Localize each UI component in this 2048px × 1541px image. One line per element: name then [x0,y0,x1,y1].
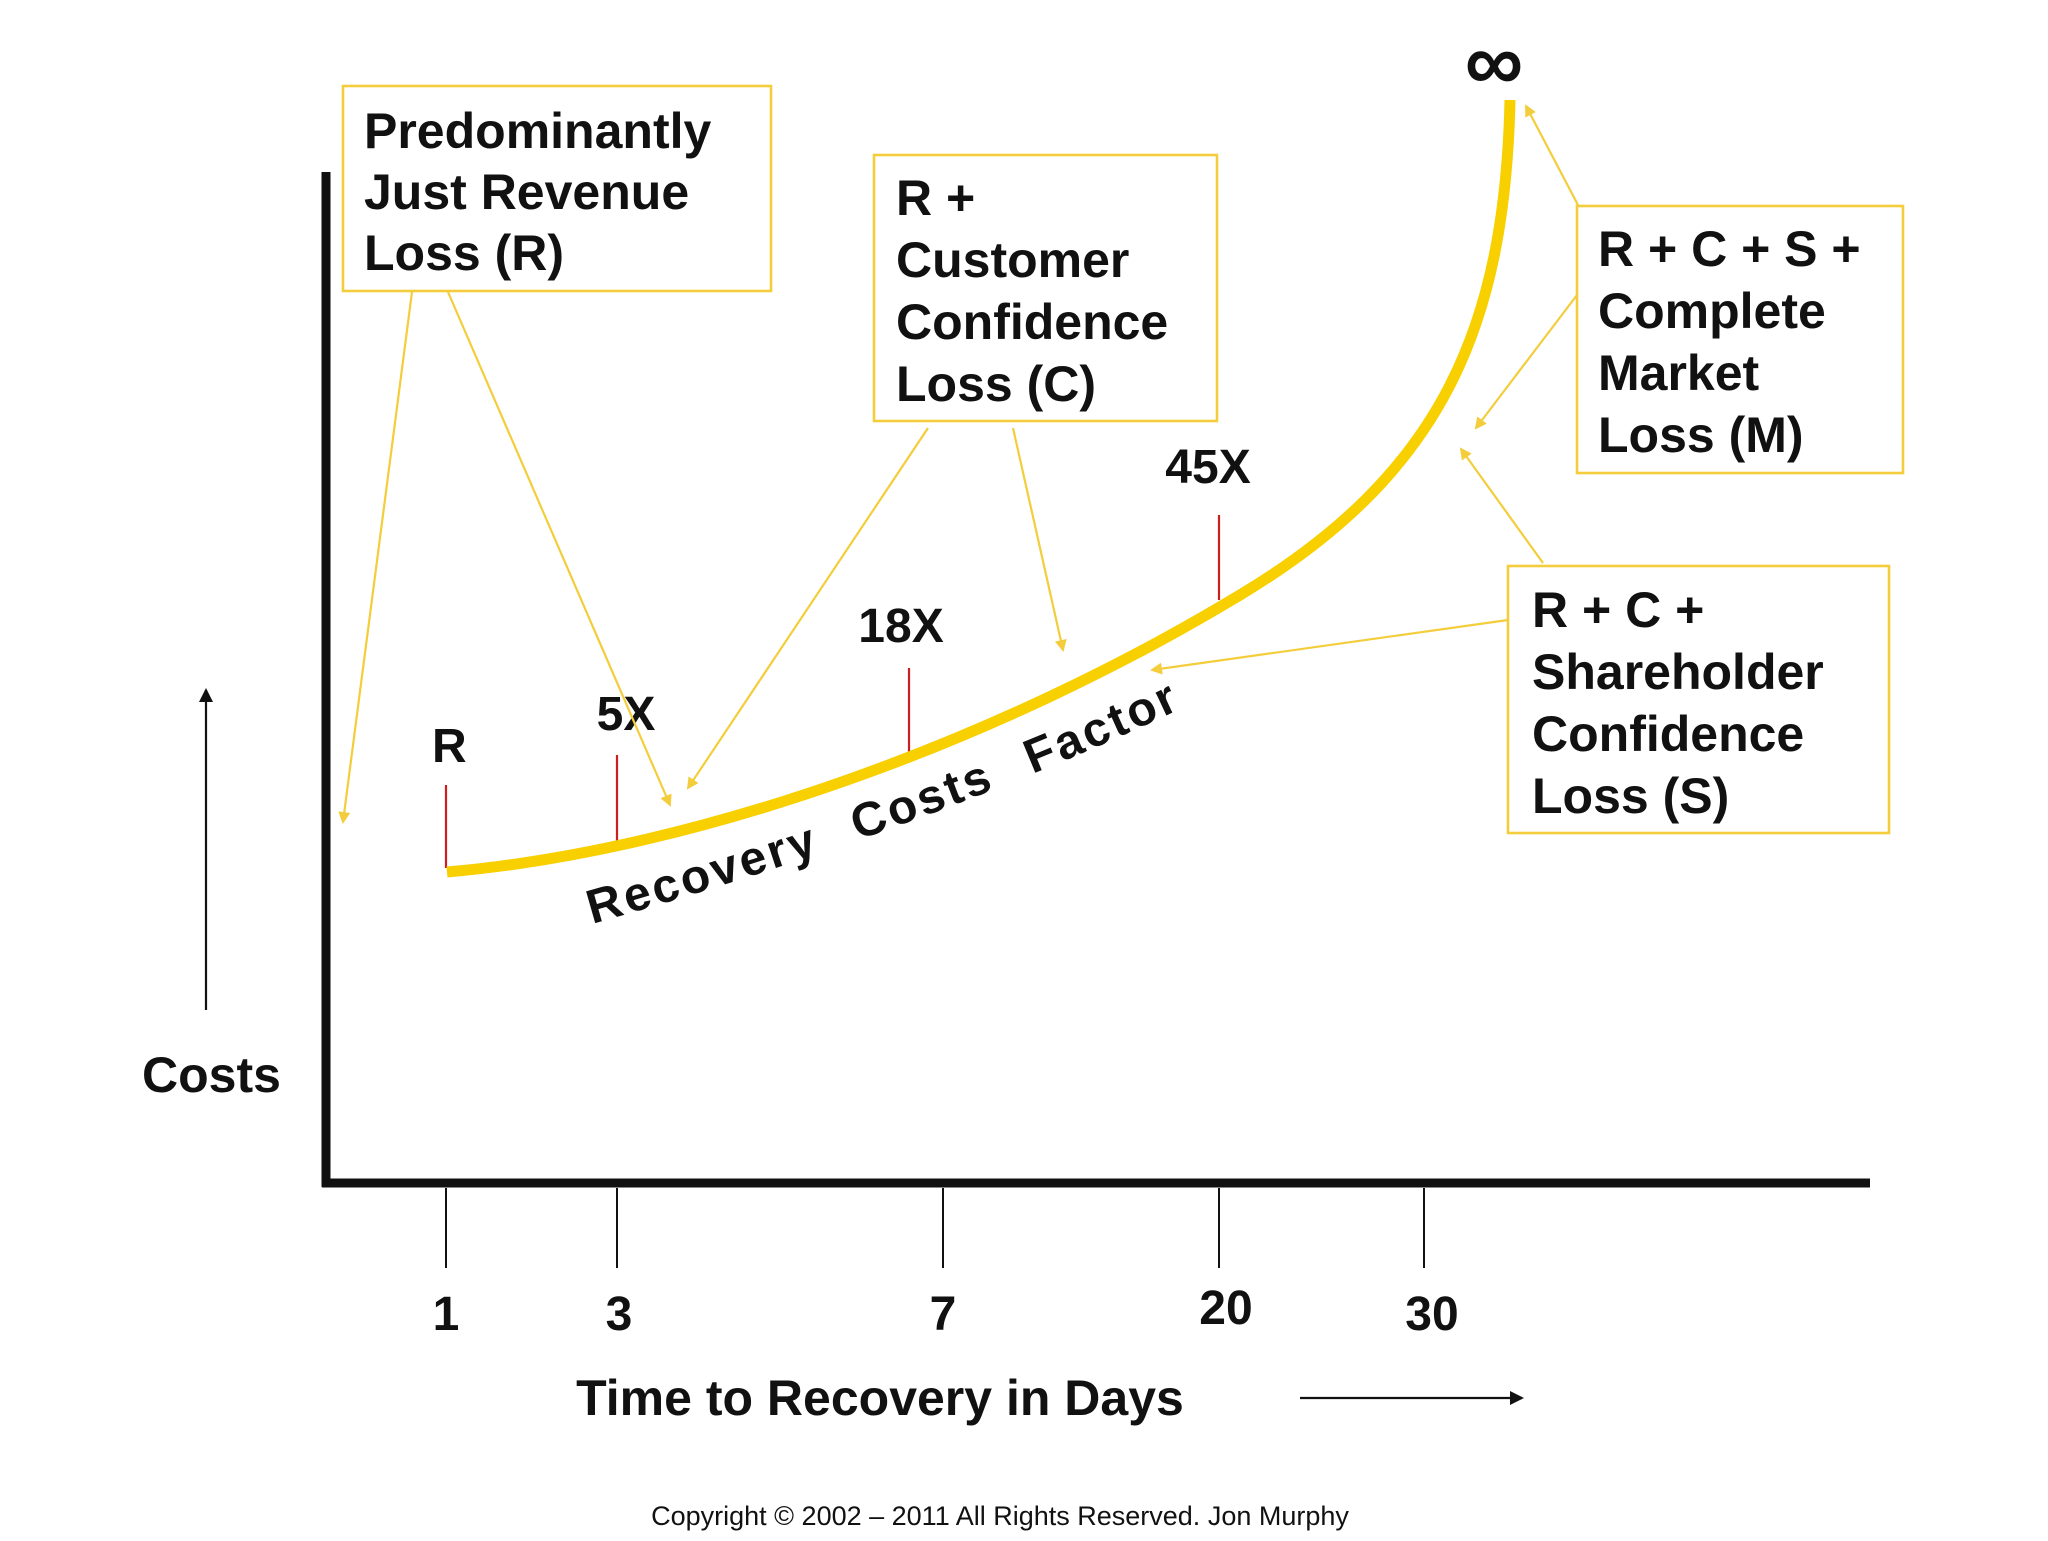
annotation-revenue-line-2: Just Revenue [364,164,689,220]
annotation-shareholder-line-2: Shareholder [1532,644,1824,700]
recovery-cost-curve [446,99,1516,878]
leader-customer-to-early-curve [686,427,929,790]
x-tick-label-3: 3 [606,1288,633,1341]
annotation-box-market [1575,204,1905,475]
annotation-shareholder-line-3: Confidence [1532,706,1804,762]
x-tick-label-1: 1 [433,1288,460,1341]
annotation-customer-line-1: R + [896,170,975,226]
leader-market-to-curve [1474,294,1578,430]
marker-label-r: R [432,720,467,773]
marker-label-5x: 5X [597,688,656,741]
marker-label-18x: 18X [858,600,943,653]
curve-label: Recovery Costs Factor [581,670,1188,935]
annotation-box-shareholder [1506,564,1891,835]
leader-revenue-to-axis [338,291,414,824]
annotation-market-line-3: Market [1598,345,1760,401]
annotation-customer-line-4: Loss (C) [896,356,1096,412]
annotation-market-line-2: Complete [1598,283,1826,339]
y-axis-label: Costs [142,1047,281,1103]
annotation-shareholder-line-1: R + C + [1532,582,1704,638]
x-axis-label: Time to Recovery in Days [576,1370,1184,1426]
leader-revenue-to-curve [446,291,672,807]
leader-shareholder-to-curve [1150,618,1509,675]
annotation-revenue-line-3: Loss (R) [364,225,564,281]
infinity-symbol: ∞ [1465,17,1523,108]
annotation-market-line-4: Loss (M) [1598,407,1804,463]
annotation-market-line-1: R + C + S + [1598,221,1861,277]
leader-market-to-infinity [1525,104,1579,206]
leader-customer-to-mid-curve [1011,427,1067,652]
copyright-notice: Copyright © 2002 – 2011 All Rights Reser… [651,1501,1349,1531]
x-tick-label-20: 20 [1199,1282,1252,1335]
annotation-revenue-line-1: Predominantly [364,103,711,159]
annotation-box-customer [872,153,1219,423]
marker-label-45x: 45X [1165,441,1250,494]
leader-shareholder-to-upper-curve [1459,447,1544,564]
x-tick-label-30: 30 [1405,1288,1458,1341]
annotation-customer-line-3: Confidence [896,294,1168,350]
annotation-shareholder-line-4: Loss (S) [1532,768,1729,824]
annotation-box-revenue [341,84,773,293]
curve-label-path: Recovery Costs Factor [581,670,1185,935]
x-tick-label-7: 7 [930,1288,957,1341]
annotation-customer-line-2: Customer [896,232,1129,288]
